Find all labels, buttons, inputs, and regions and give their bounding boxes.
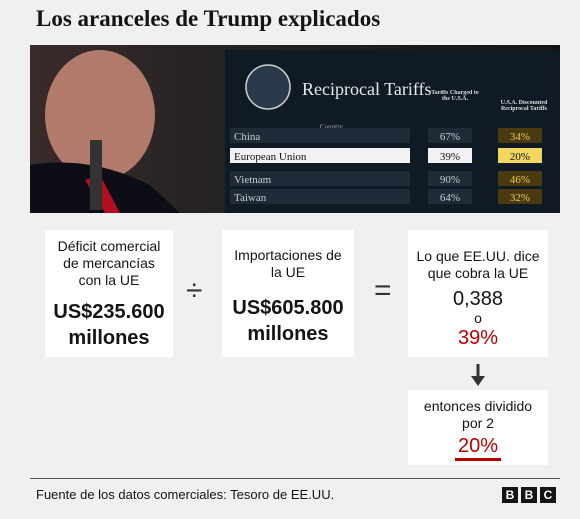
underline (455, 458, 501, 461)
discount: 34% (510, 131, 530, 143)
claim-box: Lo que EE.UU. dice que cobra la UE 0,388… (408, 230, 548, 357)
half-box: entonces dividido por 2 20% (408, 390, 548, 465)
country-cell (230, 148, 410, 163)
operator: ÷ (186, 274, 203, 307)
box-value: 0,388 (452, 288, 504, 310)
box-label: entonces dividido por 2 (423, 398, 533, 431)
country-cell (230, 171, 410, 186)
country: China (234, 131, 260, 143)
column-label: Tariffs Charged to the U.S.A. (431, 90, 479, 102)
discount-cell (498, 128, 542, 143)
title: Los aranceles de Trump explicados (36, 6, 381, 31)
photo-art: Reciprocal Tariffs Country Tariffs Charg… (30, 45, 560, 213)
column-label: U.S.A. Discounted Reciprocal Tariffs (500, 100, 548, 112)
photo: Reciprocal Tariffs Country Tariffs Charg… (30, 45, 560, 213)
charged: 64% (440, 192, 460, 204)
country-cell (230, 128, 410, 143)
box-amount: US$235.600 millones (53, 301, 165, 349)
column-label: Country (320, 123, 343, 131)
deficit-box: Déficit comercial de mercancías con la U… (45, 230, 173, 357)
discount: 32% (510, 192, 530, 204)
box-label: Déficit comercial de mercancías con la U… (57, 238, 161, 288)
country: European Union (234, 151, 307, 163)
charged-cell (428, 189, 472, 204)
charged: 39% (440, 151, 460, 163)
charged-cell (428, 128, 472, 143)
charged-cell (428, 148, 472, 163)
logo-letter: B (521, 487, 537, 503)
arrow (471, 364, 485, 386)
discount-cell (498, 148, 542, 163)
board-heading: Reciprocal Tariffs (302, 79, 432, 99)
country: Taiwan (234, 192, 267, 204)
logo-letter: C (540, 487, 556, 503)
discount: 20% (510, 151, 530, 163)
box-label: Importaciones de la UE (234, 247, 342, 280)
logo-letter: B (502, 487, 518, 503)
box-percent: 20% (457, 435, 499, 457)
connector: o (474, 310, 482, 326)
discount-cell (498, 189, 542, 204)
discount: 46% (510, 174, 530, 186)
discount-cell (498, 171, 542, 186)
box-label: Lo que EE.UU. dice que cobra la UE (416, 248, 540, 281)
charged: 90% (440, 174, 460, 186)
charged-cell (428, 171, 472, 186)
bbc-logo: B B C (502, 487, 556, 503)
box-amount: US$605.800 millones (232, 297, 344, 345)
imports-box: Importaciones de la UE US$605.800 millon… (222, 230, 354, 357)
operator: = (374, 274, 392, 307)
country: Vietnam (234, 174, 272, 186)
source: Fuente de los datos comerciales: Tesoro … (36, 487, 335, 502)
country-cell (230, 189, 410, 204)
footer-line (30, 478, 560, 479)
box-percent: 39% (457, 327, 499, 349)
charged: 67% (440, 131, 460, 143)
